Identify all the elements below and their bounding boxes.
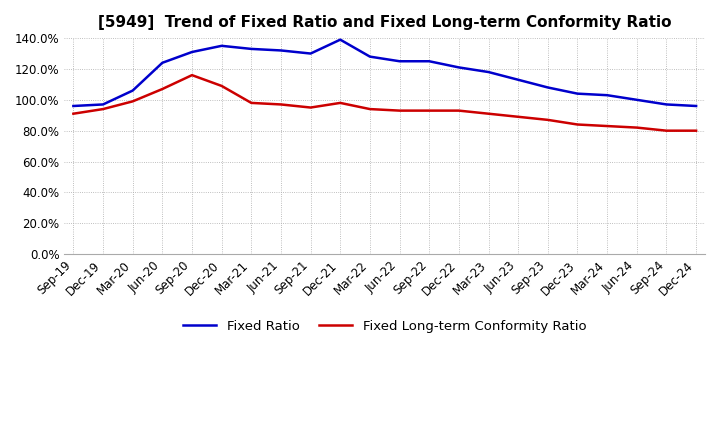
Fixed Ratio <box>395 59 404 64</box>
Fixed Ratio <box>158 60 166 66</box>
Fixed Ratio <box>336 37 345 42</box>
Fixed Ratio <box>514 77 523 82</box>
Legend: Fixed Ratio, Fixed Long-term Conformity Ratio: Fixed Ratio, Fixed Long-term Conformity … <box>178 315 592 338</box>
Fixed Long-term Conformity Ratio <box>188 73 197 78</box>
Fixed Ratio <box>692 103 701 109</box>
Fixed Ratio <box>306 51 315 56</box>
Fixed Ratio <box>425 59 433 64</box>
Fixed Long-term Conformity Ratio <box>69 111 78 116</box>
Fixed Long-term Conformity Ratio <box>217 83 226 88</box>
Fixed Ratio <box>454 65 463 70</box>
Fixed Long-term Conformity Ratio <box>573 122 582 127</box>
Fixed Ratio <box>485 70 493 75</box>
Line: Fixed Long-term Conformity Ratio: Fixed Long-term Conformity Ratio <box>73 75 696 131</box>
Fixed Ratio <box>366 54 374 59</box>
Fixed Long-term Conformity Ratio <box>454 108 463 113</box>
Fixed Long-term Conformity Ratio <box>276 102 285 107</box>
Fixed Long-term Conformity Ratio <box>395 108 404 113</box>
Fixed Long-term Conformity Ratio <box>485 111 493 116</box>
Fixed Long-term Conformity Ratio <box>336 100 345 106</box>
Fixed Ratio <box>632 97 641 103</box>
Fixed Ratio <box>247 46 256 51</box>
Fixed Ratio <box>217 43 226 48</box>
Fixed Ratio <box>69 103 78 109</box>
Fixed Long-term Conformity Ratio <box>366 106 374 112</box>
Fixed Ratio <box>128 88 137 93</box>
Fixed Long-term Conformity Ratio <box>662 128 671 133</box>
Fixed Long-term Conformity Ratio <box>99 106 107 112</box>
Fixed Long-term Conformity Ratio <box>544 117 552 122</box>
Line: Fixed Ratio: Fixed Ratio <box>73 40 696 106</box>
Fixed Ratio <box>573 91 582 96</box>
Fixed Ratio <box>603 92 611 98</box>
Fixed Long-term Conformity Ratio <box>514 114 523 119</box>
Fixed Ratio <box>99 102 107 107</box>
Fixed Ratio <box>188 49 197 55</box>
Fixed Ratio <box>544 85 552 90</box>
Fixed Ratio <box>276 48 285 53</box>
Fixed Ratio <box>662 102 671 107</box>
Fixed Long-term Conformity Ratio <box>692 128 701 133</box>
Fixed Long-term Conformity Ratio <box>158 86 166 92</box>
Fixed Long-term Conformity Ratio <box>632 125 641 130</box>
Fixed Long-term Conformity Ratio <box>247 100 256 106</box>
Title: [5949]  Trend of Fixed Ratio and Fixed Long-term Conformity Ratio: [5949] Trend of Fixed Ratio and Fixed Lo… <box>98 15 672 30</box>
Fixed Long-term Conformity Ratio <box>128 99 137 104</box>
Fixed Long-term Conformity Ratio <box>603 123 611 128</box>
Fixed Long-term Conformity Ratio <box>306 105 315 110</box>
Fixed Long-term Conformity Ratio <box>425 108 433 113</box>
